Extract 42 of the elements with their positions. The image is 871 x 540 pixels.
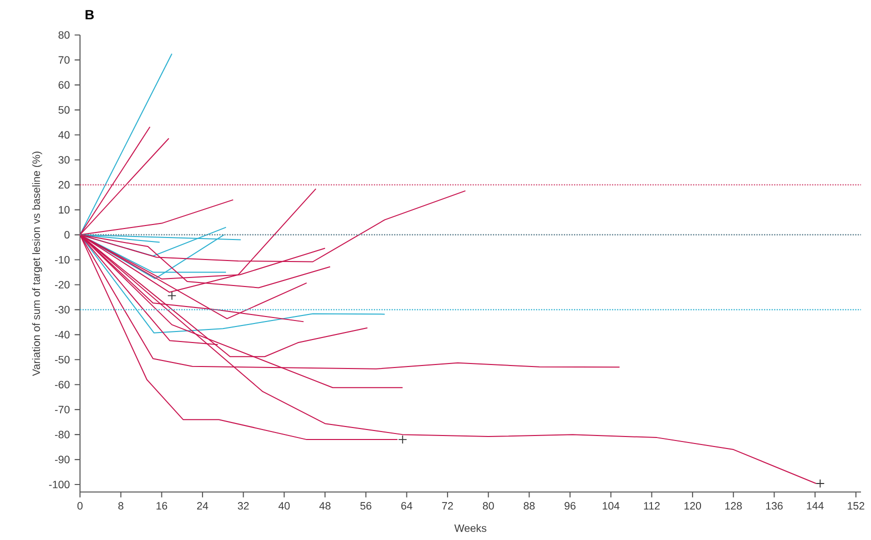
x-tick-label: 120 — [684, 502, 702, 510]
y-tick-label: -50 — [55, 356, 70, 364]
y-tick-label: 40 — [58, 131, 70, 139]
y-tick-label: 0 — [64, 231, 70, 239]
y-tick-label: 80 — [58, 31, 70, 39]
y-tick-label: -90 — [55, 456, 70, 464]
x-tick-label: 16 — [156, 502, 168, 510]
x-tick-label: 104 — [602, 502, 620, 510]
x-tick-label: 144 — [806, 502, 824, 510]
y-tick-label: 50 — [58, 106, 70, 114]
x-tick-label: 40 — [278, 502, 290, 510]
y-tick-label: 60 — [58, 81, 70, 89]
y-tick-label: 70 — [58, 56, 70, 64]
x-tick-label: 80 — [482, 502, 494, 510]
chart-title: B — [86, 10, 94, 20]
y-tick-label: -100 — [49, 480, 70, 488]
y-tick-label: -70 — [55, 406, 70, 414]
x-tick-label: 64 — [401, 502, 412, 510]
y-tick-label: -40 — [55, 330, 70, 338]
y-tick-label: -10 — [55, 256, 70, 264]
y-tick-label: -20 — [55, 280, 70, 288]
y-tick-label: -80 — [55, 430, 70, 438]
x-tick-label: 24 — [197, 502, 208, 510]
y-tick-label: 20 — [58, 181, 70, 189]
y-tick-label: -30 — [55, 306, 70, 314]
x-tick-label: 152 — [848, 502, 864, 510]
y-tick-label: 30 — [58, 156, 70, 164]
x-tick-label: 128 — [725, 502, 742, 510]
x-tick-label: 88 — [524, 502, 535, 510]
y-tick-label: -60 — [55, 380, 70, 388]
x-tick-label: 32 — [238, 502, 249, 510]
y-axis-title: Variation of sum of target lesion vs baseline (%) — [32, 152, 42, 376]
x-tick-label: 56 — [360, 502, 372, 510]
x-tick-label: 112 — [644, 502, 660, 510]
x-tick-label: 48 — [319, 502, 330, 510]
y-tick-label: 10 — [58, 206, 70, 214]
x-tick-label: 96 — [564, 502, 576, 510]
x-axis-title: Weeks — [454, 524, 486, 532]
x-tick-label: 136 — [766, 502, 783, 510]
x-tick-label: 8 — [118, 502, 124, 510]
x-tick-label: 0 — [77, 502, 83, 510]
x-tick-label: 72 — [442, 502, 453, 510]
